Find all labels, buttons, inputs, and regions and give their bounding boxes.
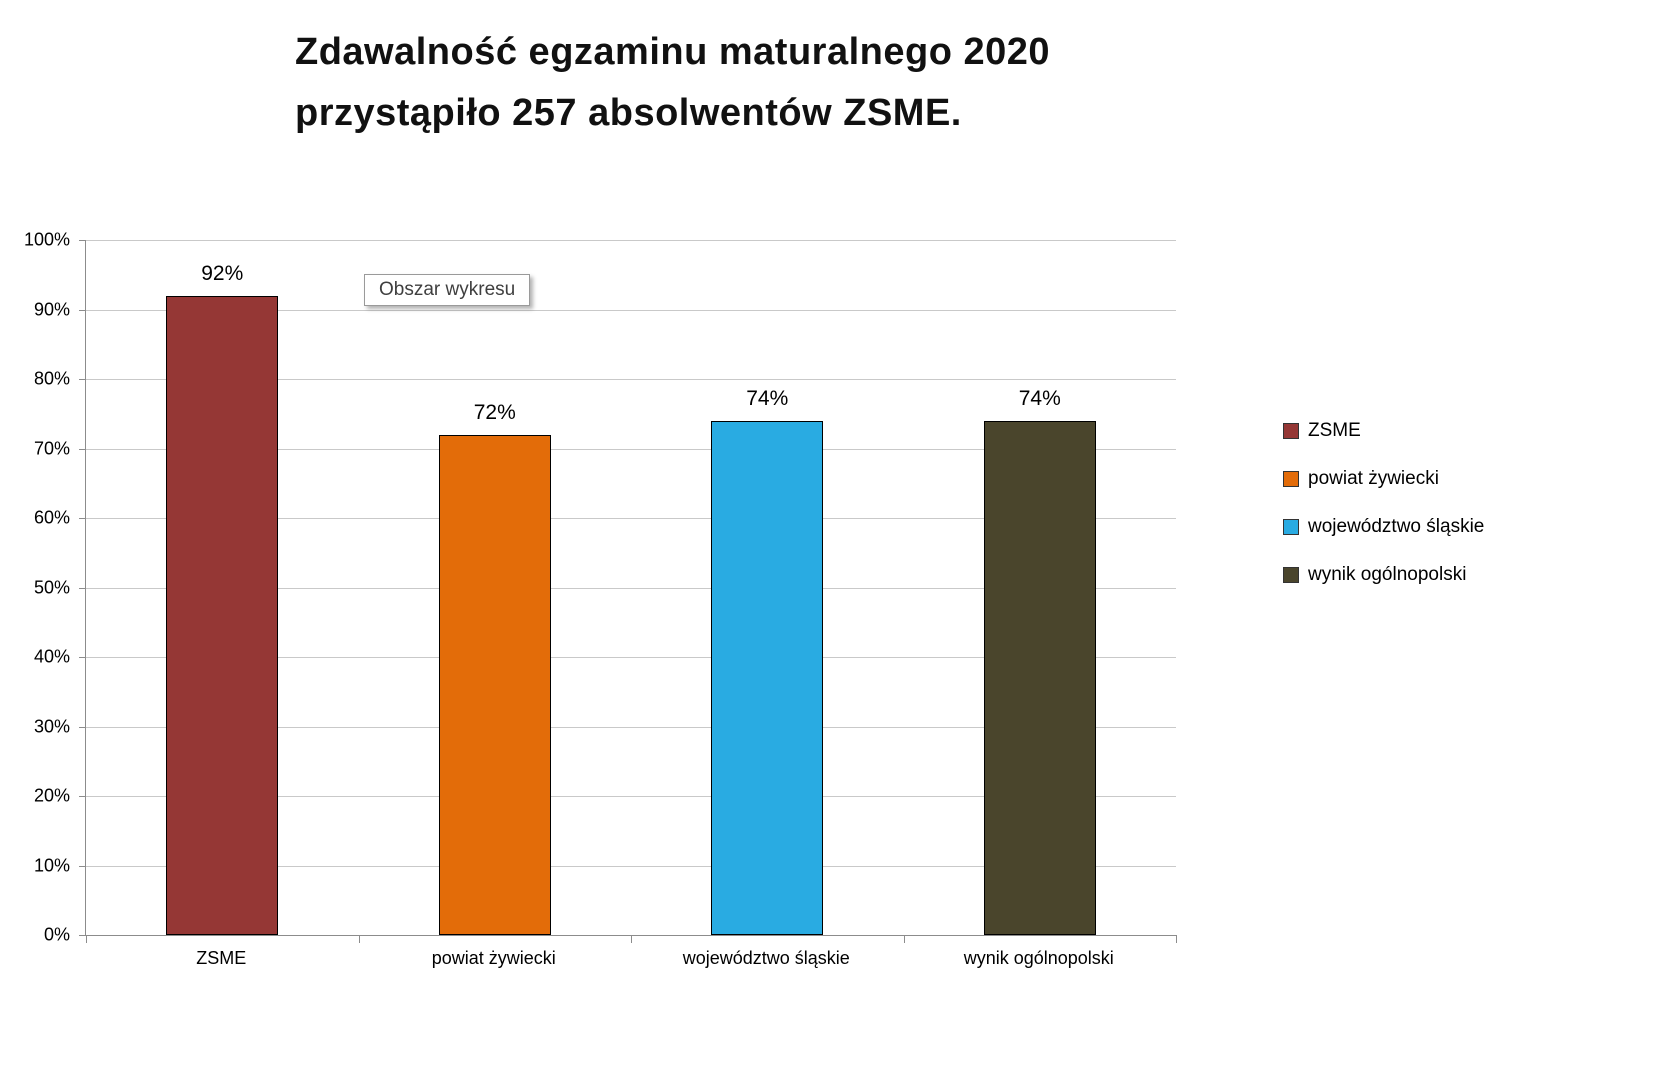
y-tickmark-100 bbox=[79, 240, 86, 241]
legend-swatch-0 bbox=[1283, 423, 1299, 439]
gridline-60 bbox=[86, 518, 1176, 519]
y-tickmark-10 bbox=[79, 865, 86, 867]
legend-item-2[interactable]: województwo śląskie bbox=[1283, 516, 1484, 538]
y-tick-label-100: 100% bbox=[23, 229, 70, 250]
bar-slot-0: 92% bbox=[86, 240, 359, 935]
bar-value-label-1: 72% bbox=[473, 400, 516, 424]
bar-slot-3: 74% bbox=[904, 240, 1177, 935]
legend[interactable]: ZSME powiat żywiecki województwo śląskie wy… bbox=[1283, 420, 1484, 612]
x-axis-labels: ZSME powiat żywiecki województwo śląskie wy… bbox=[85, 948, 1175, 969]
x-tickmark-3 bbox=[903, 935, 905, 943]
y-tick-label-70: 70% bbox=[33, 438, 70, 458]
bar-value-label-0: 92% bbox=[201, 261, 244, 285]
y-tickmark-50 bbox=[79, 587, 86, 589]
y-tick-label-80: 80% bbox=[33, 368, 70, 389]
gridline-100 bbox=[86, 240, 1176, 241]
gridline-50 bbox=[86, 587, 1176, 589]
x-axis-label-1: powiat żywiecki bbox=[431, 948, 556, 968]
legend-swatch-3 bbox=[1283, 567, 1299, 583]
y-tickmark-40 bbox=[79, 657, 86, 658]
y-tickmark-90 bbox=[79, 309, 86, 311]
y-tick-label-10: 10% bbox=[33, 855, 70, 875]
legend-swatch-1 bbox=[1283, 471, 1299, 487]
y-tickmark-70 bbox=[79, 448, 86, 450]
chart-title: Zdawalność egzaminu maturalnego 2020 prz… bbox=[295, 22, 1050, 144]
gridline-20 bbox=[86, 796, 1176, 797]
x-axis-label-0: ZSME bbox=[196, 948, 247, 968]
legend-swatch-2 bbox=[1283, 519, 1299, 535]
y-tickmark-0 bbox=[79, 935, 86, 936]
legend-label-0: ZSME bbox=[1308, 420, 1361, 441]
gridline-40 bbox=[86, 657, 1176, 658]
legend-item-1[interactable]: powiat żywiecki bbox=[1283, 468, 1484, 490]
chart-title-line2: przystąpiło 257 absolwentów ZSME. bbox=[295, 91, 962, 134]
gridline-10 bbox=[86, 865, 1176, 867]
y-tick-label-40: 40% bbox=[33, 646, 70, 667]
y-tickmark-60 bbox=[79, 518, 86, 519]
y-tick-label-60: 60% bbox=[33, 507, 70, 528]
legend-item-3[interactable]: wynik ogólnopolski bbox=[1283, 564, 1484, 586]
x-tickmark-4 bbox=[1176, 935, 1177, 943]
x-axis-label-2: województwo śląskie bbox=[682, 948, 850, 968]
legend-label-3: wynik ogólnopolski bbox=[1308, 564, 1467, 585]
y-axis-labels: 0% 10% 20% 30% 40% 50% 60% 70% 80% 90% 100% bbox=[0, 230, 70, 945]
y-tickmark-80 bbox=[79, 379, 86, 380]
bar-value-label-2: 74% bbox=[746, 386, 789, 410]
y-tickmark-20 bbox=[79, 796, 86, 797]
bar-slot-1: 72% bbox=[359, 240, 632, 935]
y-tick-label-30: 30% bbox=[33, 716, 70, 736]
plot-area[interactable]: Obszar wykresu 92% 72% 74% 74% bbox=[79, 240, 1177, 943]
gridline-90 bbox=[86, 309, 1176, 311]
chart-title-line1: Zdawalność egzaminu maturalnego 2020 bbox=[295, 31, 1050, 73]
bar-1[interactable] bbox=[438, 434, 551, 935]
y-tick-label-0: 0% bbox=[43, 924, 70, 945]
x-tickmark-1 bbox=[358, 935, 360, 943]
bar-value-label-3: 74% bbox=[1018, 386, 1061, 410]
gridline-30 bbox=[86, 726, 1176, 728]
x-axis-label-3: wynik ogólnopolski bbox=[963, 948, 1114, 968]
x-tickmark-2 bbox=[631, 935, 632, 943]
legend-label-1: powiat żywiecki bbox=[1308, 468, 1439, 489]
x-tickmark-0 bbox=[86, 935, 87, 943]
gridline-80 bbox=[86, 379, 1176, 380]
bar-2[interactable] bbox=[711, 420, 824, 935]
bar-3[interactable] bbox=[983, 420, 1096, 935]
legend-item-0[interactable]: ZSME bbox=[1283, 420, 1484, 442]
y-tick-label-20: 20% bbox=[33, 785, 70, 806]
y-tickmark-30 bbox=[79, 726, 86, 728]
bars-layer: 92% 72% 74% 74% bbox=[86, 240, 1176, 935]
y-tick-label-90: 90% bbox=[33, 299, 70, 319]
legend-label-2: województwo śląskie bbox=[1308, 516, 1485, 537]
gridline-70 bbox=[86, 448, 1176, 450]
bar-0[interactable] bbox=[166, 295, 279, 935]
y-tick-label-50: 50% bbox=[33, 577, 70, 597]
bar-slot-2: 74% bbox=[631, 240, 904, 935]
chart-area-tooltip: Obszar wykresu bbox=[364, 274, 531, 306]
